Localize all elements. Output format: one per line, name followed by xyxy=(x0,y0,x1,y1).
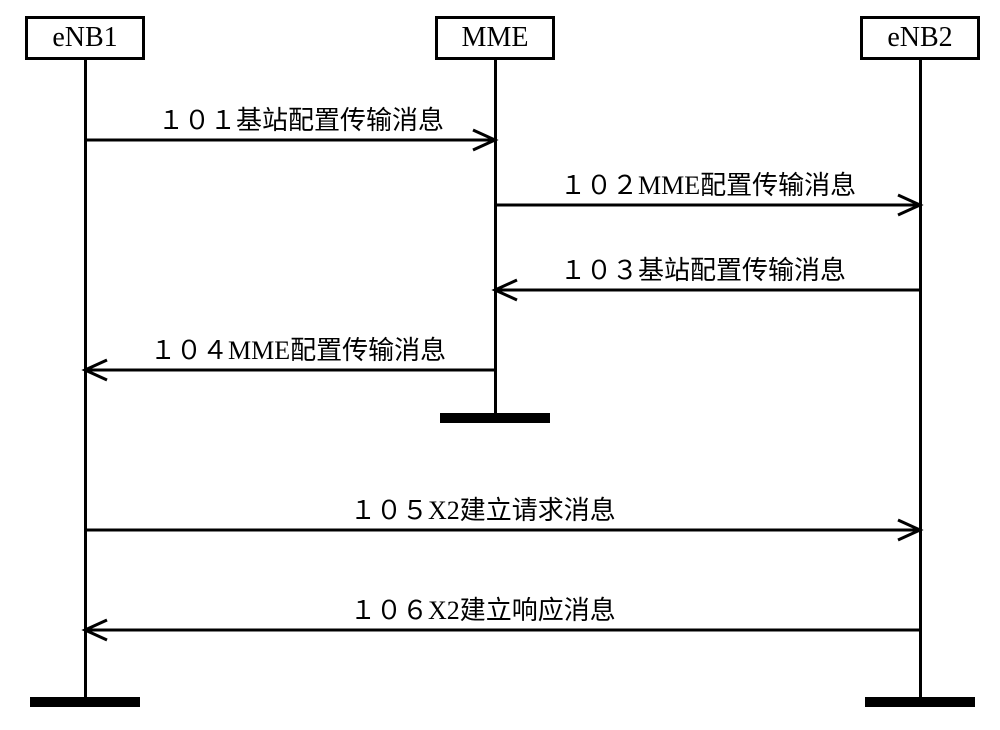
message-label-102: １０２MME配置传输消息 xyxy=(560,165,856,202)
message-label-105: １０５X2建立请求消息 xyxy=(350,490,616,527)
message-label-106: １０６X2建立响应消息 xyxy=(350,590,616,627)
message-label-101: １０１基站配置传输消息 xyxy=(158,100,444,137)
message-label-103: １０３基站配置传输消息 xyxy=(560,250,846,287)
message-label-104: １０４MME配置传输消息 xyxy=(150,330,446,367)
sequence-diagram: eNB1 MME eNB2 １０１基站配置传输消息 １０２MME配置传输消息 １… xyxy=(0,0,1000,730)
